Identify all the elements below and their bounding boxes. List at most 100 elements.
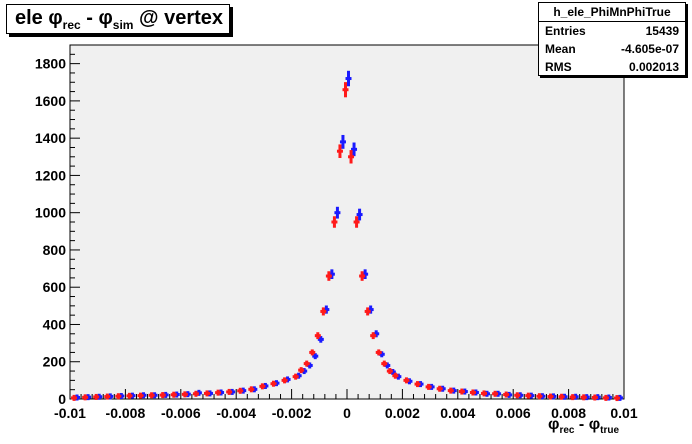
data-point: [170, 391, 177, 398]
y-tick-label: 600: [43, 279, 67, 295]
data-point: [392, 372, 399, 379]
y-tick-label: 1600: [35, 93, 66, 109]
data-point: [414, 381, 421, 388]
y-tick-label: 1200: [35, 167, 66, 183]
data-point: [492, 390, 499, 397]
y-tick-label: 800: [43, 242, 67, 258]
data-point: [215, 389, 222, 396]
x-tick-label: 0.004: [440, 405, 475, 421]
data-point: [591, 394, 598, 401]
data-point: [126, 392, 133, 399]
stats-row-entries: Entries 15439: [545, 24, 679, 38]
series-red: [71, 82, 620, 402]
data-point: [351, 142, 358, 157]
data-point: [370, 332, 377, 340]
data-point: [342, 82, 349, 98]
data-point: [375, 349, 382, 356]
x-tick-label: -0.006: [161, 405, 201, 421]
data-point: [334, 206, 341, 219]
data-point: [93, 393, 100, 400]
data-point: [458, 388, 465, 395]
data-point: [115, 393, 122, 400]
data-point: [314, 332, 321, 340]
data-point: [331, 216, 338, 228]
x-axis-label: φrec - φtrue: [548, 416, 620, 437]
data-point: [320, 307, 327, 316]
data-point: [181, 391, 188, 398]
data-point: [259, 383, 266, 390]
y-tick-label: 400: [43, 316, 67, 332]
data-point: [469, 389, 476, 396]
y-tick-label: 1800: [35, 56, 66, 72]
stats-row-mean: Mean -4.605e-07: [545, 42, 679, 56]
data-point: [547, 393, 554, 400]
data-point: [503, 391, 510, 398]
data-marks: [71, 70, 623, 402]
data-point: [248, 386, 255, 393]
stats-row-rms: RMS 0.002013: [545, 60, 679, 74]
data-point: [270, 380, 277, 387]
data-point: [317, 336, 324, 343]
data-point: [336, 144, 343, 158]
x-tick-label: 0.008: [551, 405, 586, 421]
data-point: [481, 390, 487, 397]
data-point: [204, 390, 210, 397]
data-point: [148, 392, 155, 399]
data-point: [425, 383, 432, 390]
data-point: [339, 134, 346, 149]
y-tick-label: 1000: [35, 205, 66, 221]
data-point: [298, 367, 305, 374]
data-point: [226, 388, 233, 395]
data-point: [356, 208, 363, 221]
data-point: [303, 360, 310, 367]
data-point: [403, 377, 410, 384]
x-tick-label: -0.008: [106, 405, 146, 421]
data-point: [281, 377, 288, 384]
data-point: [386, 368, 393, 375]
data-point: [159, 392, 166, 399]
data-point: [536, 393, 543, 400]
data-point: [558, 393, 565, 400]
chart-title: ele φrec - φsim @ vertex: [15, 6, 224, 32]
axes: -0.01 -0.008 -0.006 -0.004 -0.002 0 0.002 0.004…: [35, 44, 638, 421]
data-point: [348, 150, 355, 164]
data-point: [345, 70, 352, 87]
data-point: [192, 390, 199, 397]
x-tick-label: 0.002: [385, 405, 420, 421]
data-point: [525, 392, 532, 399]
data-point: [104, 393, 111, 400]
x-tick-label: -0.01: [54, 405, 86, 421]
data-point: [237, 387, 244, 394]
y-tick-label: 200: [43, 354, 67, 370]
data-point: [514, 392, 521, 399]
y-tick-label: 0: [58, 391, 66, 407]
data-point: [613, 395, 620, 402]
stats-box: h_ele_PhiMnPhiTrue Entries 15439 Mean -4.6…: [538, 2, 686, 76]
data-point: [82, 394, 89, 401]
x-tick-label: 0.01: [610, 405, 637, 421]
plot-frame: [69, 44, 625, 400]
y-tick-label: 1400: [35, 130, 66, 146]
x-tick-label: 0.006: [496, 405, 531, 421]
x-tick-label: 0: [343, 405, 351, 421]
data-point: [137, 392, 144, 399]
data-point: [71, 394, 78, 401]
data-point: [359, 271, 366, 281]
stats-histogram-name: h_ele_PhiMnPhiTrue: [539, 3, 685, 22]
x-tick-label: -0.004: [216, 405, 256, 421]
data-point: [309, 349, 316, 356]
data-point: [353, 216, 360, 228]
data-point: [602, 394, 609, 401]
data-point: [569, 394, 576, 401]
data-point: [381, 360, 388, 367]
data-point: [364, 307, 371, 316]
data-point: [436, 385, 443, 392]
x-tick-label: -0.002: [272, 405, 312, 421]
data-point: [325, 271, 332, 281]
chart-title-box: ele φrec - φsim @ vertex: [6, 4, 230, 34]
data-point: [312, 353, 319, 360]
data-point: [580, 394, 587, 401]
data-point: [447, 387, 454, 394]
